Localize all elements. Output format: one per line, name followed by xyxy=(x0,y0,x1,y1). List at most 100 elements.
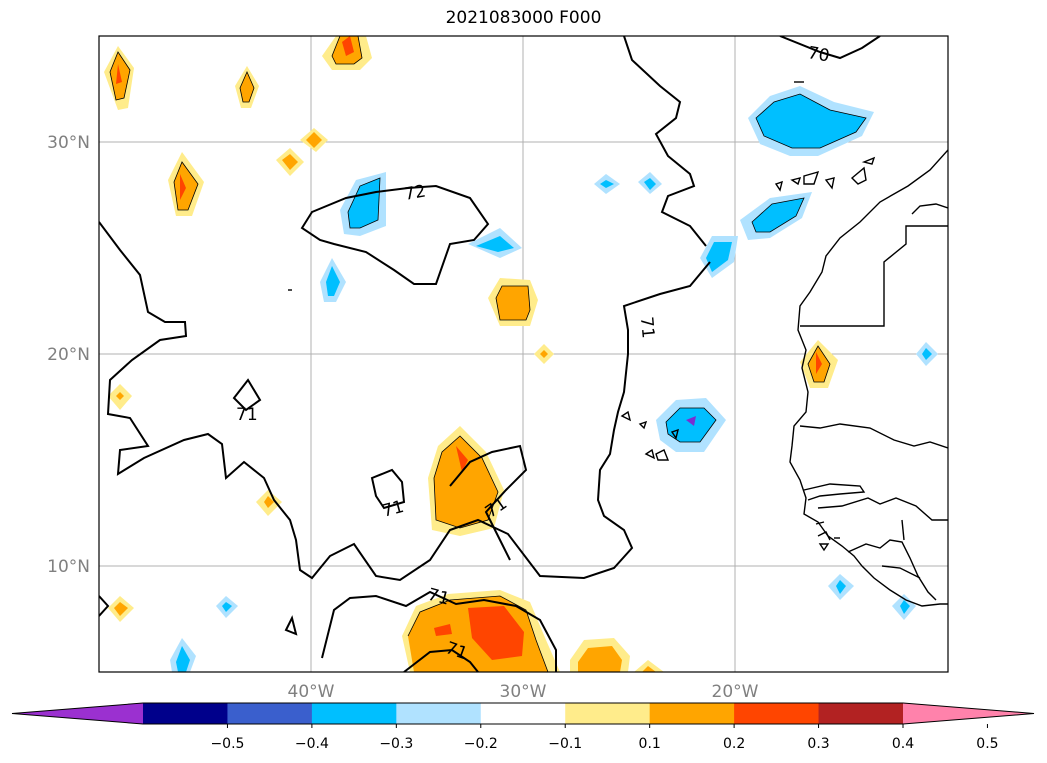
colorbar-tick-label: 0.3 xyxy=(807,736,829,752)
colorbar-extend-high xyxy=(903,703,1034,724)
colorbar-tick-label: 0.1 xyxy=(639,736,661,752)
anomaly-blob-pos xyxy=(642,666,656,672)
contour-label: 70 xyxy=(806,43,831,66)
country-border xyxy=(847,539,937,601)
anomaly-blob-neg xyxy=(176,646,190,672)
anomaly-blob-pos xyxy=(496,286,530,320)
colorbar-tick-label: 0.2 xyxy=(723,736,745,752)
island-cv xyxy=(815,521,825,525)
plot-area xyxy=(99,36,948,672)
contour-line xyxy=(403,648,479,672)
anomaly-blob-neg xyxy=(706,242,732,272)
contour-line xyxy=(99,221,711,582)
small-contours xyxy=(288,289,679,461)
colorbar-swatch xyxy=(818,703,904,724)
anomaly-blob-pos xyxy=(468,606,524,660)
anomaly-blob-neg xyxy=(326,266,340,296)
contour-line xyxy=(99,595,110,617)
colorbar-tick-label: 0.4 xyxy=(892,736,914,752)
anomaly-outlines xyxy=(109,36,867,672)
coastlines xyxy=(774,81,948,607)
contour-label: 72 xyxy=(403,181,428,204)
island-canary xyxy=(824,177,835,190)
lat-label: 20°N xyxy=(47,345,90,365)
country-border xyxy=(901,519,905,541)
contour-line xyxy=(623,36,707,247)
island-cv xyxy=(818,543,830,552)
colorbar-swatch xyxy=(480,703,566,724)
contour-line xyxy=(449,444,528,561)
colorbar-swatch xyxy=(734,703,820,724)
lon-label: 40°W xyxy=(288,682,335,702)
island-canary xyxy=(861,156,876,165)
colorbar-extend-low xyxy=(12,703,143,724)
contour-line xyxy=(321,590,557,672)
island-canary xyxy=(774,180,783,192)
map-title: 2021083000 F000 xyxy=(445,8,602,28)
island-canary xyxy=(790,177,802,186)
anomaly-blob-neg xyxy=(476,236,514,252)
anomaly-blob-pos xyxy=(578,646,622,672)
colorbar-swatch xyxy=(649,703,735,724)
anomaly-blob-neg xyxy=(644,178,656,190)
anomaly-blob-pos xyxy=(540,350,548,358)
anomaly-blob-pos xyxy=(116,392,124,400)
anomaly-blob-pos xyxy=(282,154,298,170)
anomaly-blob-pos xyxy=(456,446,468,472)
contour-line xyxy=(779,36,881,60)
anomaly-blob-pos xyxy=(342,36,354,56)
island-cv xyxy=(817,531,831,541)
negative-anomalies xyxy=(170,86,938,672)
lon-label: 20°W xyxy=(712,682,759,702)
contour-label: 71 xyxy=(236,405,258,425)
lat-label: 30°N xyxy=(47,133,90,153)
lat-label: 10°N xyxy=(47,557,90,577)
colorbar-swatch xyxy=(311,703,397,724)
anomaly-blob-neg xyxy=(752,198,804,232)
colorbar-tick-label: −0.4 xyxy=(295,736,329,752)
plot-frame xyxy=(98,35,949,673)
colorbar-tick-label: −0.1 xyxy=(548,736,582,752)
contour-line xyxy=(284,615,298,636)
colorbar: −0.5 −0.4 −0.3 −0.2 −0.1 0.1 0.2 0.3 0.4 0.5 xyxy=(11,702,1035,752)
anomaly-blob-neg xyxy=(666,408,716,442)
colorbar-tick-label: 0.5 xyxy=(976,736,998,752)
colorbar-swatch xyxy=(565,703,651,724)
anomaly-blob-pos xyxy=(264,496,274,508)
anomaly-blob-pos xyxy=(816,352,822,374)
anomaly-blob-pos xyxy=(240,72,254,102)
colorbar-outline xyxy=(11,702,1035,725)
colorbar-tick-label: −0.2 xyxy=(464,736,498,752)
country-border xyxy=(803,483,866,501)
colorbar-tick-label: −0.3 xyxy=(379,736,413,752)
country-border xyxy=(881,565,921,579)
colorbar-swatch xyxy=(396,703,482,724)
coastline-africa xyxy=(789,149,948,607)
country-border xyxy=(799,423,948,449)
anomaly-blob-neg xyxy=(686,416,696,426)
country-border xyxy=(800,225,948,327)
anomaly-blob-pos xyxy=(180,174,186,200)
anomaly-blob-neg xyxy=(922,348,932,360)
anomaly-blob-pos xyxy=(634,660,664,672)
colorbar-tick-label: −0.5 xyxy=(210,736,244,752)
lon-label: 30°W xyxy=(500,682,547,702)
contour-line xyxy=(370,468,406,510)
contour-lines xyxy=(99,36,881,672)
country-border xyxy=(817,497,948,521)
anomaly-blob-neg xyxy=(348,178,380,228)
contour-line xyxy=(300,184,490,285)
axis-labels: 40°W 30°W 20°W 30°N 20°N 10°N xyxy=(47,133,759,702)
contour-label: 71 xyxy=(636,316,658,339)
anomaly-blob-neg xyxy=(836,580,846,594)
anomaly-blob-neg xyxy=(600,180,614,188)
anomaly-blob-pos xyxy=(114,602,128,616)
anomaly-blob-pos xyxy=(434,624,452,636)
anomaly-blob-neg xyxy=(900,600,910,614)
positive-anomalies xyxy=(104,36,838,672)
island-canary xyxy=(803,170,820,185)
anomaly-blob-neg xyxy=(756,94,866,148)
contour-line xyxy=(232,378,262,412)
anomaly-blob-neg xyxy=(222,602,232,612)
